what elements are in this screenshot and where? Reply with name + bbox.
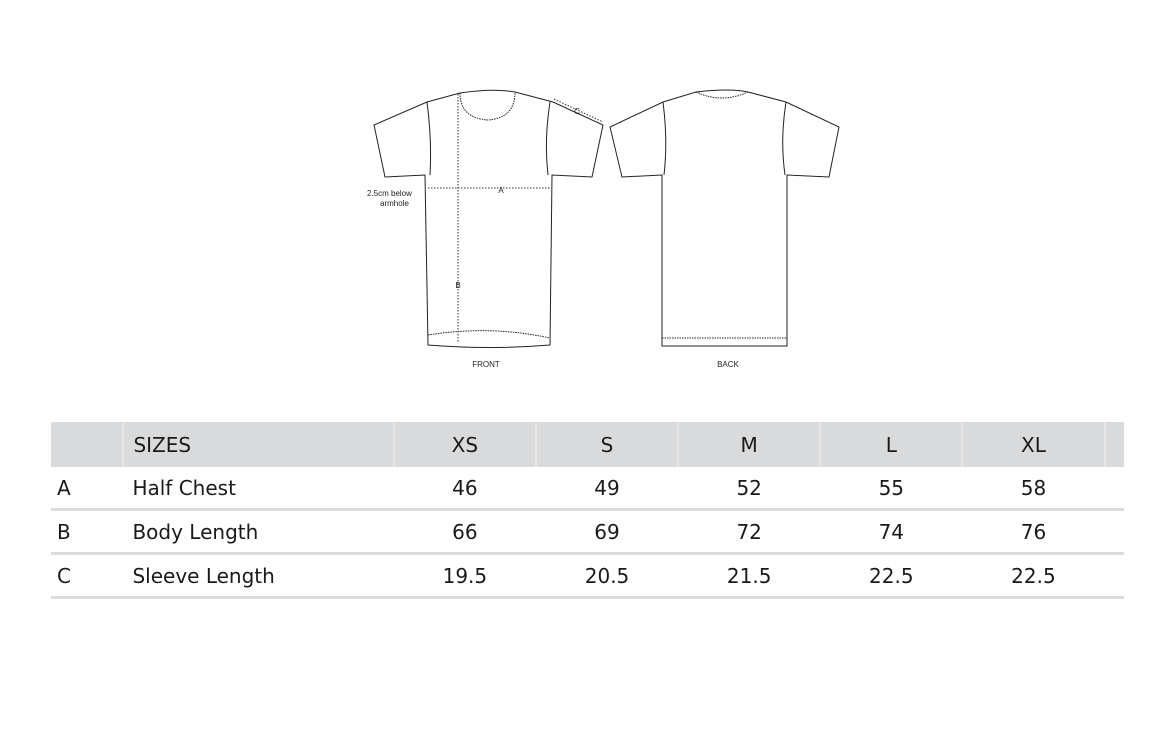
back-label: BACK: [717, 360, 739, 369]
header-letter: [51, 422, 125, 467]
cell-value: 72: [678, 509, 821, 555]
header-size-xl: XL: [962, 422, 1106, 467]
row-letter: B: [51, 509, 124, 555]
row-label: Sleeve Length: [123, 553, 394, 599]
cell-value: 74: [820, 509, 963, 555]
measure-a-label: A: [498, 186, 504, 195]
tshirt-diagram: A B C 2.5cm below armhole FRONT BACK: [367, 89, 840, 369]
row-label: Body Length: [123, 509, 394, 555]
size-chart-table: SIZES XS S M L XL A Half Chest 46 49 52 …: [51, 422, 1124, 599]
row-label: Half Chest: [123, 467, 394, 511]
cell-value: 66: [393, 509, 536, 555]
cell-value: 46: [393, 467, 536, 511]
cell-value: 76: [962, 509, 1105, 555]
header-size-s: S: [535, 422, 680, 467]
header-size-m: M: [678, 422, 822, 467]
cell-value: 49: [535, 467, 679, 511]
table-row: B Body Length 66 69 72 74 76: [51, 509, 1124, 555]
table-header-row: SIZES XS S M L XL: [51, 422, 1124, 467]
note-line-2: armhole: [380, 199, 409, 208]
back-shirt: [609, 89, 840, 347]
measure-c-line: [553, 98, 604, 123]
cell-value: 58: [962, 467, 1105, 511]
row-letter: C: [51, 553, 124, 599]
note-line-1: 2.5cm below: [367, 189, 412, 198]
cell-value: 20.5: [535, 553, 679, 599]
header-size-l: L: [820, 422, 964, 467]
cell-value: 22.5: [820, 553, 963, 599]
front-shirt: [373, 89, 604, 348]
cell-spacer: [1104, 509, 1124, 555]
table-row: A Half Chest 46 49 52 55 58: [51, 467, 1124, 511]
cell-value: 21.5: [678, 553, 821, 599]
cell-value: 22.5: [962, 553, 1105, 599]
table-row: C Sleeve Length 19.5 20.5 21.5 22.5 22.5: [51, 553, 1124, 599]
cell-spacer: [1104, 553, 1124, 599]
header-size-xs: XS: [393, 422, 537, 467]
cell-value: 55: [820, 467, 963, 511]
cell-spacer: [1104, 467, 1124, 511]
header-spacer: [1104, 422, 1124, 467]
row-letter: A: [51, 467, 124, 511]
cell-value: 69: [535, 509, 679, 555]
measure-b-label: B: [455, 281, 460, 290]
cell-value: 52: [678, 467, 821, 511]
measure-c-label: C: [574, 107, 580, 116]
front-label: FRONT: [472, 360, 500, 369]
cell-value: 19.5: [393, 553, 536, 599]
header-sizes: SIZES: [123, 422, 395, 467]
